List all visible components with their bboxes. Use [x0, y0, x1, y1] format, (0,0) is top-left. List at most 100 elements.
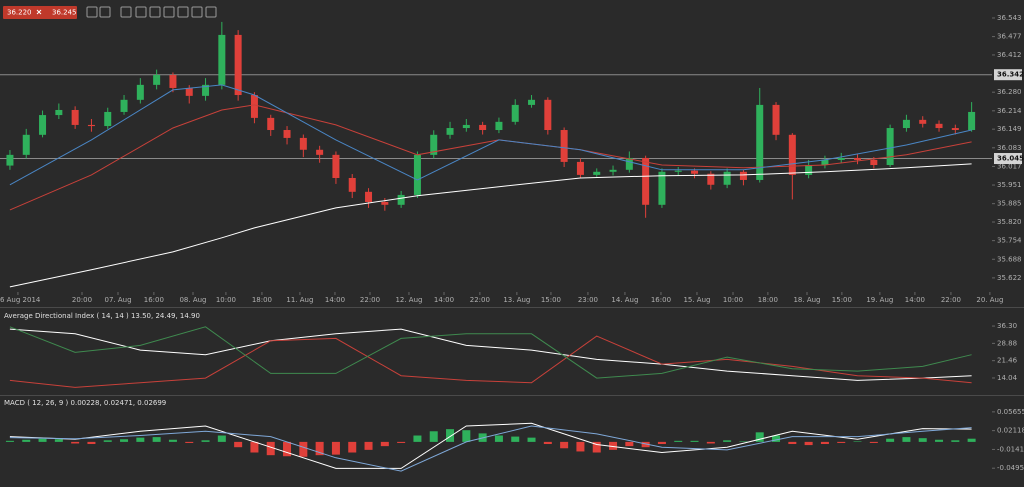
- share-button[interactable]: [191, 6, 203, 18]
- histogram-bar: [315, 441, 324, 456]
- x-tick-label: 18:00: [252, 296, 272, 304]
- indicator-line: [9, 328, 972, 381]
- x-tick-label: 15. Aug: [683, 296, 710, 304]
- indicator-button[interactable]: [149, 6, 161, 18]
- histogram-bar: [54, 439, 63, 442]
- histogram-bar: [772, 435, 781, 442]
- histogram-bar: [494, 435, 503, 442]
- y-tick-label: 36.280: [997, 88, 1022, 96]
- price-level-label: 36.045: [997, 155, 1024, 163]
- settings-button[interactable]: [177, 6, 189, 18]
- histogram-bar: [413, 435, 422, 442]
- histogram-bar: [951, 440, 960, 442]
- candle-body: [511, 104, 519, 122]
- x-tick-label: 10:00: [216, 296, 236, 304]
- x-tick-label: 15:00: [832, 296, 852, 304]
- x-tick-label: 16:00: [651, 296, 671, 304]
- zoom-in-button[interactable]: [86, 6, 98, 18]
- candle-body: [316, 149, 324, 155]
- y-tick-label: 35.820: [997, 218, 1022, 226]
- y-tick-label: 21.46: [997, 357, 1018, 365]
- fullscreen-button[interactable]: [205, 6, 217, 18]
- candle-body: [609, 169, 617, 172]
- candle-body: [462, 124, 470, 129]
- candle-body: [658, 171, 666, 205]
- draw-button[interactable]: [163, 6, 175, 18]
- histogram-bar: [820, 441, 829, 445]
- candle-body: [625, 157, 633, 170]
- histogram-bar: [853, 441, 862, 442]
- candle-body: [153, 74, 161, 85]
- histogram-bar: [967, 438, 976, 442]
- y-tick-label: 35.754: [997, 237, 1022, 245]
- histogram-bar: [935, 439, 944, 442]
- histogram-bar: [674, 440, 683, 442]
- candle-body: [756, 104, 764, 180]
- histogram-bar: [380, 441, 389, 447]
- y-tick-label: -0.04954: [997, 464, 1024, 472]
- chart-type-button[interactable]: [135, 6, 147, 18]
- indicator-line: [9, 425, 972, 472]
- zoom-out-button[interactable]: [99, 6, 111, 18]
- histogram-bar: [576, 441, 585, 452]
- histogram-bar: [71, 441, 80, 444]
- indicator-line: [9, 84, 972, 186]
- candle-body: [6, 154, 14, 166]
- y-tick-label: 36.30: [997, 322, 1017, 330]
- candle-body: [413, 154, 421, 195]
- x-tick-label: 14:00: [905, 296, 925, 304]
- x-tick-label: 19. Aug: [866, 296, 893, 304]
- indicator-line: [9, 326, 972, 379]
- histogram-bar: [462, 430, 471, 442]
- indicator-line: [9, 335, 972, 388]
- candle-body: [234, 34, 242, 96]
- histogram-bar: [217, 435, 226, 442]
- histogram-bar: [299, 441, 308, 457]
- x-tick-label: 13. Aug: [503, 296, 530, 304]
- histogram-bar: [641, 441, 650, 448]
- candle-body: [283, 130, 291, 138]
- candle-body: [723, 171, 731, 185]
- candle-body: [446, 128, 454, 135]
- histogram-bar: [788, 441, 797, 445]
- crosshair-button[interactable]: [120, 6, 132, 18]
- x-tick-label: 23:00: [578, 296, 598, 304]
- candle-body: [430, 134, 438, 155]
- candle-body: [202, 84, 210, 96]
- y-tick-label: 36.017: [997, 162, 1022, 170]
- x-tick-label: 15:00: [541, 296, 561, 304]
- bid-price: 36.220: [7, 9, 32, 17]
- histogram-bar: [283, 441, 292, 457]
- y-tick-label: 36.149: [997, 125, 1022, 133]
- indicator-line: [9, 104, 972, 211]
- histogram-bar: [266, 441, 275, 456]
- x-tick-label: 08. Aug: [179, 296, 206, 304]
- x-tick-label: 06 Aug 2014: [0, 296, 41, 304]
- candle-body: [39, 115, 47, 135]
- histogram-bar: [625, 441, 634, 447]
- candle-body: [397, 194, 405, 205]
- candle-body: [104, 111, 112, 127]
- x-tick-label: 18. Aug: [793, 296, 820, 304]
- y-tick-label: 14.04: [997, 374, 1018, 382]
- candle-body: [788, 134, 796, 175]
- histogram-bar: [348, 441, 357, 453]
- histogram-bar: [331, 441, 340, 455]
- candle-body: [593, 171, 601, 175]
- candle-body: [332, 154, 340, 178]
- histogram-bar: [657, 441, 666, 445]
- histogram-bar: [152, 437, 161, 442]
- y-tick-label: 0.05655: [997, 408, 1024, 416]
- candle-body: [560, 130, 568, 162]
- histogram-bar: [38, 438, 47, 442]
- y-tick-label: 36.412: [997, 51, 1022, 59]
- candle-body: [837, 157, 845, 160]
- candle-body: [691, 170, 699, 174]
- histogram-bar: [103, 440, 112, 442]
- candle-body: [365, 191, 373, 202]
- candle-body: [218, 34, 226, 85]
- histogram-bar: [136, 437, 145, 442]
- candle-body: [544, 99, 552, 131]
